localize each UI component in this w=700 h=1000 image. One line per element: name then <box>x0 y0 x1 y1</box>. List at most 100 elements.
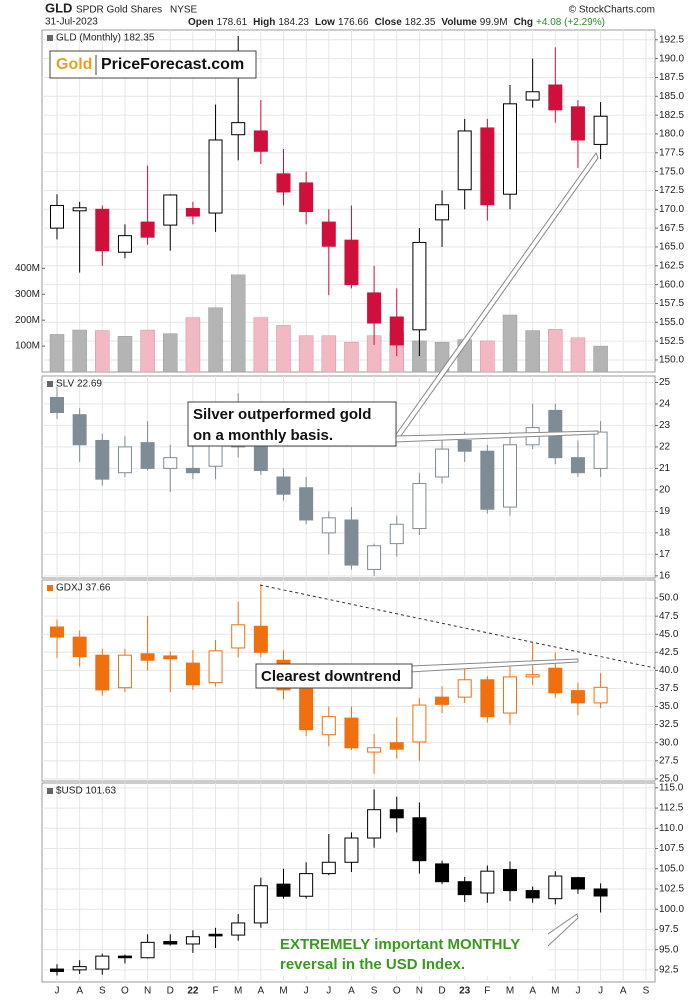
panel-title: GDXJ 37.66 <box>56 583 111 594</box>
candle-body <box>185 208 200 217</box>
candle-body <box>50 968 64 972</box>
candle-body <box>140 221 155 238</box>
y-tick-label: 21 <box>659 463 671 474</box>
candle-body <box>299 182 314 213</box>
candle-body <box>344 717 359 749</box>
candle-body <box>570 457 585 474</box>
candle-body <box>367 809 382 839</box>
candle-body <box>548 667 563 694</box>
candle-body <box>117 446 132 474</box>
candle-body <box>253 625 268 653</box>
x-tick-label: F <box>212 986 218 997</box>
volume-bar <box>298 335 314 373</box>
y-tick-label: 170.0 <box>659 204 684 215</box>
security-name: SPDR Gold Shares <box>76 5 162 16</box>
candle-body <box>321 221 336 247</box>
candle-body <box>117 235 132 253</box>
candle-body <box>389 809 404 819</box>
quote-label: Low <box>315 17 335 28</box>
candle-body <box>593 115 608 145</box>
y-tick-label: 95.0 <box>659 944 679 955</box>
y-tick-label: 192.5 <box>659 34 684 45</box>
y-tick-label: 25.0 <box>659 773 679 784</box>
annotation-text: on a monthly basis. <box>193 427 333 444</box>
candle-body <box>95 439 110 480</box>
x-tick-label: J <box>575 986 580 997</box>
exchange: NYSE <box>170 5 198 16</box>
candle-body <box>95 955 110 970</box>
logo-site: PriceForecast.com <box>101 56 244 73</box>
x-tick-label: J <box>326 986 331 997</box>
y-tick-label: 47.5 <box>659 611 679 622</box>
y-tick-label: 50.0 <box>659 593 679 604</box>
y-tick-label: 102.5 <box>659 884 684 895</box>
quote-value: 184.23 <box>278 17 309 28</box>
quote-value: 176.66 <box>338 17 369 28</box>
volume-bar <box>208 307 223 373</box>
candle-body <box>299 687 314 731</box>
y-tick-label: 18 <box>659 528 671 539</box>
candle-body <box>72 414 87 446</box>
candle-body <box>389 316 404 346</box>
candle-body <box>344 837 359 863</box>
y-tick-label: 92.5 <box>659 965 679 976</box>
volume-bar <box>185 317 201 373</box>
annotation-text: EXTREMELY important MONTHLY <box>280 936 520 953</box>
x-tick-label: D <box>167 986 174 997</box>
x-tick-label: 23 <box>459 986 471 997</box>
quote-label: High <box>253 17 275 28</box>
candle-body <box>593 686 608 704</box>
y-tick-label: 20 <box>659 485 671 496</box>
candle-body <box>253 444 268 472</box>
y-tick-label: 40.0 <box>659 665 679 676</box>
candle-body <box>208 650 223 684</box>
y-tick-label: 187.5 <box>659 72 684 83</box>
x-tick-label: N <box>416 986 423 997</box>
candle-body <box>344 519 359 566</box>
y-tick-label: 110.0 <box>659 823 684 834</box>
quote-label: Close <box>375 17 403 28</box>
y-tick-label: 157.5 <box>659 298 684 309</box>
y-tick-label: 23 <box>659 420 671 431</box>
volume-bar <box>253 317 269 373</box>
candle-body <box>525 890 540 899</box>
candle-body <box>321 517 336 534</box>
candle-body <box>163 655 178 660</box>
candle-body <box>435 448 450 478</box>
x-tick-label: J <box>55 986 60 997</box>
volume-tick-label: 100M <box>15 341 40 352</box>
candle-body <box>389 742 404 750</box>
y-tick-label: 167.5 <box>659 223 684 234</box>
volume-tick-label: 200M <box>15 315 40 326</box>
candle-body <box>231 122 246 136</box>
candle-body <box>570 106 585 141</box>
candle-body <box>276 476 291 495</box>
candle-body <box>344 239 359 286</box>
candle-body <box>117 955 132 959</box>
y-tick-label: 165.0 <box>659 242 684 253</box>
y-tick-label: 24 <box>659 399 671 410</box>
y-tick-label: 37.5 <box>659 683 679 694</box>
candle-body <box>95 654 110 691</box>
y-tick-label: 105.0 <box>659 863 684 874</box>
x-tick-label: A <box>348 986 355 997</box>
volume-bar <box>344 341 359 373</box>
y-tick-label: 115.0 <box>659 782 684 793</box>
y-tick-label: 112.5 <box>659 803 684 814</box>
panel-title: GLD (Monthly) 182.35 <box>56 33 155 44</box>
candle-body <box>253 130 268 152</box>
y-tick-label: 160.0 <box>659 279 684 290</box>
candle-body <box>503 444 517 508</box>
x-tick-label: O <box>121 986 129 997</box>
candle-body <box>367 747 382 753</box>
trend-line <box>259 584 656 669</box>
candle-body <box>480 870 495 894</box>
y-tick-label: 182.5 <box>659 110 684 121</box>
quote-line: Open 178.61 High 184.23 Low 176.66 Close 182.35… <box>188 17 605 28</box>
volume-bar <box>72 329 87 373</box>
y-tick-label: 42.5 <box>659 647 679 658</box>
volume-bar <box>117 335 133 373</box>
y-tick-label: 27.5 <box>659 755 679 766</box>
y-tick-label: 162.5 <box>659 260 684 271</box>
candle-body <box>570 690 585 704</box>
